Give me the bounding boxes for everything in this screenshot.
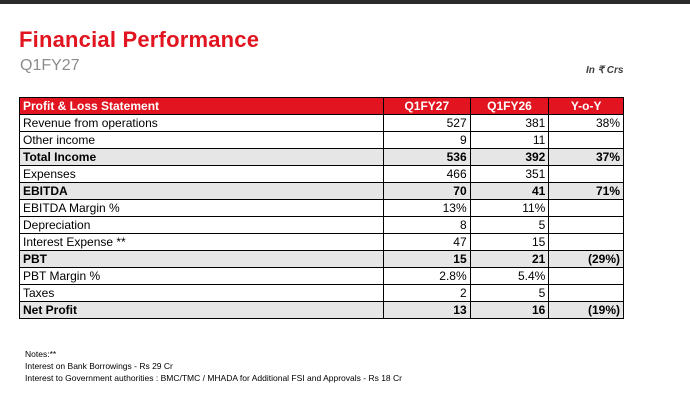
notes-heading: Notes:** xyxy=(25,349,57,359)
table-row: Net Profit 13 16 (19%) xyxy=(19,301,624,319)
cell-q1fy27: 2 xyxy=(383,284,471,302)
cell-yoy: 38% xyxy=(548,114,624,132)
row-label: PBT Margin % xyxy=(19,267,384,285)
table-row: PBT 15 21 (29%) xyxy=(19,250,624,268)
row-label: EBITDA Margin % xyxy=(19,199,384,217)
note-line: Interest on Bank Borrowings - Rs 29 Cr xyxy=(25,361,173,371)
page-subtitle: Q1FY27 xyxy=(20,57,80,74)
cell-q1fy27: 13 xyxy=(383,301,471,319)
table-row: Interest Expense ** 47 15 xyxy=(19,233,624,251)
cell-q1fy26: 5 xyxy=(469,216,550,234)
table-body: Revenue from operations 527 381 38% Other in… xyxy=(19,114,624,319)
row-label: Taxes xyxy=(19,284,384,302)
column-header-q1fy27: Q1FY27 xyxy=(383,97,471,115)
cell-q1fy26: 11% xyxy=(469,199,550,217)
cell-q1fy27: 47 xyxy=(383,233,471,251)
cell-yoy: 37% xyxy=(548,148,624,166)
cell-yoy: (19%) xyxy=(548,301,624,319)
row-label: Total Income xyxy=(19,148,384,166)
table-row: Total Income 536 392 37% xyxy=(19,148,624,166)
cell-q1fy26: 5 xyxy=(469,284,550,302)
cell-yoy xyxy=(548,216,624,234)
cell-q1fy27: 2.8% xyxy=(383,267,471,285)
cell-q1fy26: 16 xyxy=(469,301,550,319)
note-line: Interest to Government authorities : BMC… xyxy=(25,373,402,383)
cell-q1fy27: 13% xyxy=(383,199,471,217)
table-row: Taxes 2 5 xyxy=(19,284,624,302)
cell-q1fy27: 8 xyxy=(383,216,471,234)
row-label: Depreciation xyxy=(19,216,384,234)
profit-loss-table: Profit & Loss Statement Q1FY27 Q1FY26 Y-… xyxy=(19,97,624,319)
column-header-statement: Profit & Loss Statement xyxy=(19,97,384,115)
column-header-q1fy26: Q1FY26 xyxy=(469,97,550,115)
cell-q1fy27: 536 xyxy=(383,148,471,166)
table-row: EBITDA 70 41 71% xyxy=(19,182,624,200)
row-label: Interest Expense ** xyxy=(19,233,384,251)
cell-yoy xyxy=(548,233,624,251)
cell-yoy: (29%) xyxy=(548,250,624,268)
cell-yoy xyxy=(548,284,624,302)
cell-q1fy26: 21 xyxy=(469,250,550,268)
table-row: EBITDA Margin % 13% 11% xyxy=(19,199,624,217)
cell-yoy: 71% xyxy=(548,182,624,200)
cell-q1fy27: 466 xyxy=(383,165,471,183)
cell-yoy xyxy=(548,267,624,285)
cell-q1fy26: 381 xyxy=(469,114,550,132)
cell-q1fy26: 11 xyxy=(469,131,550,149)
cell-yoy xyxy=(548,199,624,217)
notes-section: Notes:** Interest on Bank Borrowings - R… xyxy=(25,348,402,384)
cell-q1fy26: 15 xyxy=(469,233,550,251)
row-label: PBT xyxy=(19,250,384,268)
row-label: Net Profit xyxy=(19,301,384,319)
cell-q1fy26: 5.4% xyxy=(469,267,550,285)
cell-q1fy27: 15 xyxy=(383,250,471,268)
row-label: Revenue from operations xyxy=(19,114,384,132)
table-row: Other income 9 11 xyxy=(19,131,624,149)
table-row: Expenses 466 351 xyxy=(19,165,624,183)
top-divider xyxy=(0,0,690,4)
cell-q1fy26: 392 xyxy=(469,148,550,166)
cell-q1fy26: 41 xyxy=(469,182,550,200)
cell-q1fy27: 70 xyxy=(383,182,471,200)
cell-yoy xyxy=(548,131,624,149)
row-label: EBITDA xyxy=(19,182,384,200)
page-title: Financial Performance xyxy=(19,27,260,52)
cell-q1fy26: 351 xyxy=(469,165,550,183)
table-row: Depreciation 8 5 xyxy=(19,216,624,234)
cell-q1fy27: 9 xyxy=(383,131,471,149)
column-header-yoy: Y-o-Y xyxy=(548,97,624,115)
table-row: Revenue from operations 527 381 38% xyxy=(19,114,624,132)
cell-q1fy27: 527 xyxy=(383,114,471,132)
table-row: PBT Margin % 2.8% 5.4% xyxy=(19,267,624,285)
row-label: Expenses xyxy=(19,165,384,183)
table-header-row: Profit & Loss Statement Q1FY27 Q1FY26 Y-… xyxy=(19,97,624,115)
cell-yoy xyxy=(548,165,624,183)
units-label: In ₹ Crs xyxy=(586,65,624,76)
row-label: Other income xyxy=(19,131,384,149)
